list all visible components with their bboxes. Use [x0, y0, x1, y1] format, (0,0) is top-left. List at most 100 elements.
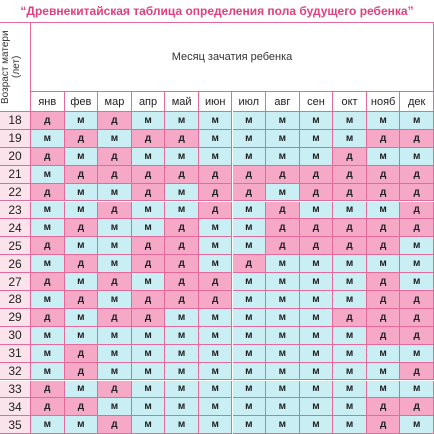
sex-cell: д	[64, 398, 99, 417]
age-label: 28	[0, 291, 31, 309]
sex-cell: д	[266, 219, 300, 238]
sex-cell: м	[266, 398, 300, 417]
sex-cell: м	[299, 308, 334, 327]
sex-cell: м	[299, 255, 334, 274]
sex-cell: д	[165, 165, 199, 184]
sex-cell: м	[266, 183, 300, 202]
sex-cell: д	[98, 165, 132, 184]
age-label: 29	[0, 308, 31, 327]
sex-cell: м	[400, 273, 434, 291]
sex-cell: д	[400, 291, 434, 309]
sex-cell: м	[266, 273, 300, 291]
sex-cell: д	[98, 308, 132, 327]
sex-cell: м	[333, 380, 367, 399]
sex-cell: д	[400, 326, 434, 345]
age-label: 30	[0, 326, 31, 345]
sex-cell: м	[299, 147, 334, 166]
sex-cell: м	[64, 237, 99, 256]
sex-cell: м	[232, 326, 267, 345]
sex-cell: д	[31, 147, 65, 166]
month-label: июл	[232, 92, 267, 112]
sex-cell: м	[333, 362, 367, 381]
sex-cell: м	[31, 344, 65, 363]
sex-cell: м	[64, 308, 99, 327]
sex-cell: м	[64, 380, 99, 399]
sex-cell: м	[333, 398, 367, 417]
sex-cell: д	[266, 201, 300, 220]
sex-cell: м	[266, 129, 300, 148]
sex-cell: д	[400, 308, 434, 327]
sex-cell: д	[31, 380, 65, 399]
sex-cell: м	[232, 273, 267, 291]
sex-cell: д	[64, 362, 99, 381]
sex-cell: д	[31, 273, 65, 291]
sex-cell: м	[165, 147, 199, 166]
sex-cell: д	[64, 255, 99, 274]
month-label: фев	[64, 92, 99, 112]
row-header-box: Возраст матери (лет)	[0, 22, 31, 112]
sex-cell: м	[198, 380, 233, 399]
sex-cell: м	[266, 380, 300, 399]
month-label: апр	[131, 92, 166, 112]
age-label: 21	[0, 165, 31, 184]
sex-cell: д	[131, 165, 166, 184]
sex-cell: м	[266, 255, 300, 274]
sex-cell: м	[98, 398, 132, 417]
age-label: 20	[0, 147, 31, 166]
sex-cell: д	[366, 308, 401, 327]
sex-cell: м	[333, 291, 367, 309]
month-label: дек	[400, 92, 434, 112]
sex-cell: м	[266, 326, 300, 345]
sex-cell: м	[198, 416, 233, 434]
sex-cell: м	[333, 129, 367, 148]
sex-cell: м	[31, 165, 65, 184]
sex-cell: м	[299, 362, 334, 381]
sex-cell: д	[400, 398, 434, 417]
sex-cell: м	[31, 201, 65, 220]
sex-cell: д	[333, 308, 367, 327]
sex-cell: м	[299, 129, 334, 148]
sex-cell: д	[165, 273, 199, 291]
sex-cell: м	[198, 129, 233, 148]
sex-cell: м	[31, 362, 65, 381]
column-header: Месяц зачатия ребенка	[31, 22, 434, 92]
sex-cell: м	[165, 326, 199, 345]
sex-cell: д	[165, 291, 199, 309]
sex-cell: м	[64, 112, 99, 130]
month-label: авг	[266, 92, 300, 112]
month-label: июн	[198, 92, 233, 112]
sex-cell: м	[299, 291, 334, 309]
month-label: янв	[31, 92, 65, 112]
sex-cell: м	[299, 273, 334, 291]
sex-cell: м	[198, 219, 233, 238]
sex-cell: д	[98, 112, 132, 130]
sex-cell: д	[400, 183, 434, 202]
sex-cell: м	[299, 416, 334, 434]
sex-cell: м	[198, 147, 233, 166]
sex-cell: м	[64, 273, 99, 291]
sex-cell: д	[98, 273, 132, 291]
sex-cell: м	[198, 362, 233, 381]
sex-cell: д	[131, 291, 166, 309]
sex-cell: д	[64, 291, 99, 309]
sex-cell: д	[333, 183, 367, 202]
sex-cell: м	[64, 326, 99, 345]
sex-cell: м	[366, 112, 401, 130]
sex-cell: м	[299, 344, 334, 363]
age-label: 25	[0, 237, 31, 256]
sex-cell: м	[232, 219, 267, 238]
sex-cell: д	[64, 344, 99, 363]
age-label: 23	[0, 201, 31, 220]
sex-cell: м	[198, 398, 233, 417]
sex-cell: м	[266, 344, 300, 363]
sex-cell: м	[98, 129, 132, 148]
sex-cell: м	[299, 326, 334, 345]
sex-cell: д	[333, 237, 367, 256]
sex-cell: д	[266, 165, 300, 184]
sex-cell: д	[266, 237, 300, 256]
sex-cell: м	[131, 201, 166, 220]
sex-cell: м	[232, 237, 267, 256]
sex-cell: д	[366, 183, 401, 202]
sex-cell: м	[131, 380, 166, 399]
sex-cell: д	[299, 165, 334, 184]
